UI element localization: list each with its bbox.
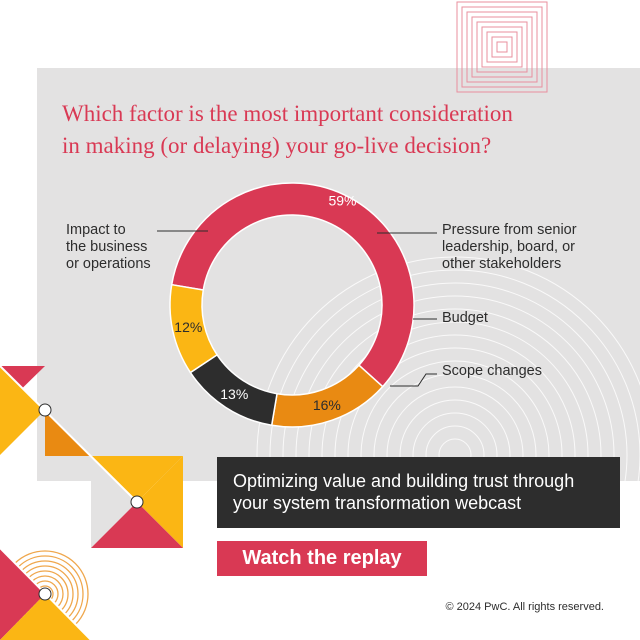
connector-line <box>0 365 138 503</box>
question-title: Which factor is the most important consi… <box>62 101 513 158</box>
arc-ring <box>295 295 615 615</box>
arc-ring <box>360 360 550 550</box>
square-ring <box>491 36 513 58</box>
arc-ring <box>373 373 537 537</box>
square-ring <box>461 6 543 88</box>
arc-ring <box>256 256 640 640</box>
triangle-shape <box>91 456 137 548</box>
triangle-shape <box>91 456 183 502</box>
legend-label-pressure: Pressure from senior leadership, board, … <box>442 222 577 272</box>
arc-ring <box>308 308 602 602</box>
square-ring <box>481 26 523 68</box>
triangle-shape <box>0 366 45 455</box>
arc-ring <box>321 321 589 589</box>
triangle-pattern-decoration <box>0 365 183 640</box>
square-ring <box>486 31 518 63</box>
square-ring <box>476 21 528 73</box>
webcast-banner: Optimizing value and building trust thro… <box>217 457 620 528</box>
legend-label-budget: Budget <box>442 310 488 326</box>
slice-value-label-scope: 12% <box>174 319 202 335</box>
arc-ring <box>269 269 640 640</box>
arc-ring <box>334 334 576 576</box>
square-ring <box>496 41 508 53</box>
triangle-shape <box>0 594 91 640</box>
slice-value-label-budget: 13% <box>220 386 248 402</box>
donut-slice-scope <box>169 283 219 374</box>
triangle-shape <box>0 548 45 640</box>
legend-label-impact: Impact to the business or operations <box>66 222 151 272</box>
slice-value-label-pressure: 16% <box>313 397 341 413</box>
triangle-shape <box>91 502 183 548</box>
copyright-text: © 2024 PwC. All rights reserved. <box>445 601 604 613</box>
square-ring <box>466 11 538 83</box>
slice-value-label-impact: 59% <box>328 193 356 209</box>
square-ring <box>471 16 533 78</box>
arc-ring <box>282 282 628 628</box>
legend-label-scope: Scope changes <box>442 363 542 379</box>
webcast-title: Optimizing value and building trust thro… <box>233 471 575 513</box>
triangle-shape <box>45 366 91 456</box>
square-ring <box>456 1 548 93</box>
node-dot <box>130 495 144 509</box>
concentric-squares-decoration <box>456 1 548 93</box>
node-dot <box>38 403 52 417</box>
watch-replay-button[interactable]: Watch the replay <box>217 541 427 576</box>
leader-line-scope <box>390 373 437 387</box>
node-dot <box>38 587 52 601</box>
triangle-shape <box>137 456 183 548</box>
arc-ring <box>347 347 563 563</box>
donut-slice-impact <box>170 182 415 388</box>
